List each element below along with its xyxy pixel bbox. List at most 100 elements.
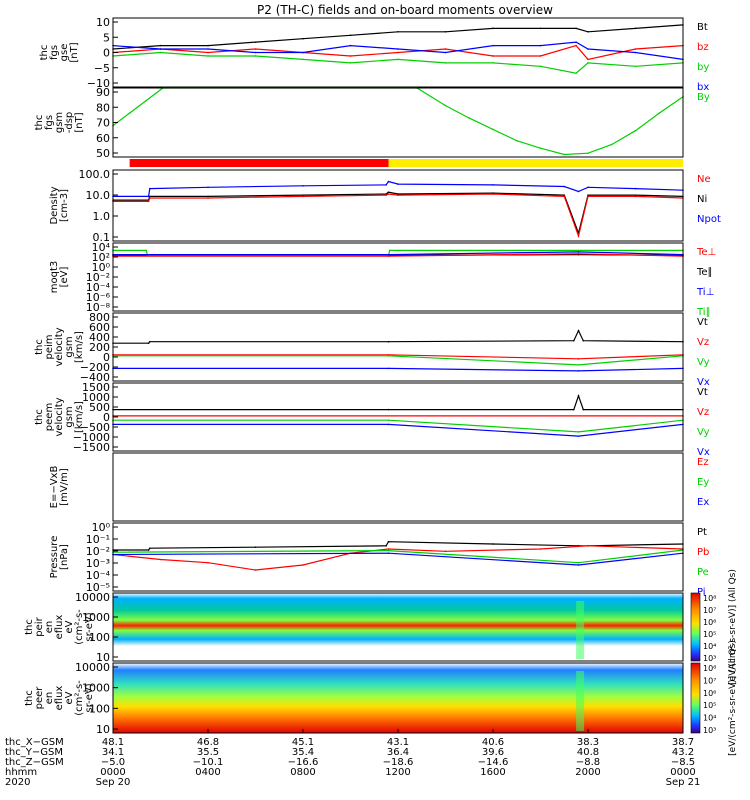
- series-point-Ne: [634, 195, 637, 198]
- series-point-Bt: [207, 44, 209, 47]
- x-row-value: −16.6: [288, 757, 319, 768]
- series-point-By: [128, 112, 131, 114]
- series-point-Ni: [387, 191, 390, 194]
- legend-entry: Pe: [697, 567, 709, 578]
- x-row-value: 1600: [480, 767, 505, 778]
- y-tick-label: 500: [89, 401, 110, 414]
- colorbar-tick: 10⁶: [703, 689, 716, 698]
- y-axis-label: Pressure: [49, 536, 60, 579]
- y-tick-label: 10000: [75, 591, 110, 604]
- y-axis-label: fgs: [44, 115, 55, 130]
- series-line-Vx: [113, 367, 684, 372]
- y-tick-label: 10⁻⁴: [86, 569, 111, 582]
- legend-entry: by: [697, 62, 709, 73]
- series-point-bx: [254, 51, 257, 54]
- y-tick-label: 100: [89, 702, 110, 715]
- y-tick-label: 200: [89, 341, 110, 354]
- y-tick-label: 400: [89, 331, 110, 344]
- colorbar-label: [eV/(cm²-s-sr-eV)] (All Qs): [728, 569, 738, 685]
- panel-fgs: 10 5 0 −5 −10 thc fgs gse [nT] Bt bz by bx: [39, 16, 709, 93]
- y-axis-label: moqt3: [49, 261, 60, 294]
- series-point-Npot: [587, 186, 589, 189]
- y-axis-label: peir: [34, 616, 45, 636]
- legend-entry: Pt: [697, 527, 707, 538]
- series-point-Pt: [387, 540, 390, 543]
- series-line-Bt: [112, 24, 684, 50]
- series-point-Pt: [492, 543, 494, 545]
- series-point-Bt: [254, 41, 257, 43]
- series-point-bx: [159, 48, 162, 50]
- series-point-Vx: [577, 435, 580, 437]
- series-point-bz: [397, 51, 399, 54]
- x-row-label: hhmm: [5, 767, 37, 778]
- series-line-By: [112, 87, 684, 156]
- series-point-Npot: [397, 183, 399, 185]
- y-axis-label: E=−VxB: [49, 466, 60, 509]
- series-point-bx: [587, 48, 589, 50]
- y-axis-label: sr-eV): [84, 612, 95, 641]
- series-point-by: [587, 62, 589, 64]
- series-line-by: [112, 51, 684, 74]
- series-point-By: [634, 129, 637, 132]
- y-tick-label: 10: [96, 723, 110, 736]
- series-point-Npot: [492, 184, 494, 186]
- y-tick-label: 1500: [82, 381, 110, 394]
- series-line-Ti⊥: [113, 251, 684, 256]
- colorbar-tick: 10³: [703, 654, 716, 663]
- series-line-Npot: [113, 180, 684, 197]
- legend-entry: Ne: [697, 174, 711, 185]
- x-row-value: 43.1: [387, 737, 409, 748]
- legend-entry: Vt: [697, 387, 708, 398]
- legend-entry: Vz: [697, 337, 709, 348]
- y-axis-label: [cm-3]: [59, 189, 70, 222]
- legend-entry: Bt: [697, 22, 708, 33]
- x-row-value: −10.1: [193, 757, 224, 768]
- y-tick-label: 50: [96, 147, 110, 160]
- x-axis-annotations: thc_X−GSM 48.1 46.8 45.1 43.1 40.6 38.3 38.7 thc…: [5, 729, 700, 788]
- series-point-bx: [575, 41, 577, 43]
- series-point-Ne: [577, 235, 580, 237]
- x-row-label: thc_Y−GSM: [5, 747, 63, 758]
- series-point-Ni: [207, 195, 209, 198]
- x-row-label: 2020: [5, 777, 30, 788]
- series-point-Pb: [539, 548, 542, 550]
- series-line-Vt: [113, 329, 684, 344]
- series-point-Vt: [582, 408, 585, 411]
- y-axis-label: [nT]: [74, 112, 85, 132]
- y-tick-label: 0: [103, 47, 110, 60]
- y-tick-label: 0.1: [93, 231, 111, 244]
- colorbar-tick: 10⁵: [703, 701, 716, 710]
- series-point-Ni: [149, 195, 151, 198]
- y-axis-label: thc: [24, 690, 35, 706]
- x-row-value: −8.8: [576, 757, 600, 768]
- y-tick-label: 10⁻²: [86, 545, 110, 558]
- series-point-Bt: [587, 31, 589, 33]
- series-point-Bt: [634, 27, 637, 30]
- series-line-Pe: [112, 549, 684, 564]
- series-line-Pb: [112, 545, 684, 571]
- y-tick-label: 100.0: [79, 168, 111, 181]
- series-line-Vx: [113, 423, 684, 437]
- colorbar-tick: 10⁷: [703, 606, 716, 615]
- series-point-Pt: [385, 545, 387, 547]
- series-point-Ne: [563, 195, 566, 198]
- y-axis-label: [mV/m]: [59, 468, 70, 506]
- y-axis-label: eV: [64, 691, 75, 704]
- y-axis-label: [km/s]: [74, 401, 85, 433]
- legend-entry: Npot: [697, 214, 721, 225]
- y-tick-label: −5: [94, 62, 110, 75]
- panel-frame: [112, 522, 684, 592]
- series-point-bz: [444, 48, 447, 50]
- mode-bar-segment: [388, 159, 683, 167]
- series-point-bx: [539, 44, 542, 47]
- y-axis-label: en: [44, 692, 55, 705]
- series-point-by: [397, 58, 399, 61]
- panel-peer: 10000 1000 100 10 thc peer en eflux eV (cm²-s-sr-…: [24, 661, 684, 736]
- y-axis-label: eV: [64, 620, 75, 633]
- series-line-Vy: [113, 355, 684, 366]
- x-row-value: 0000: [100, 767, 125, 778]
- colorbar-tick: 10⁴: [703, 642, 716, 651]
